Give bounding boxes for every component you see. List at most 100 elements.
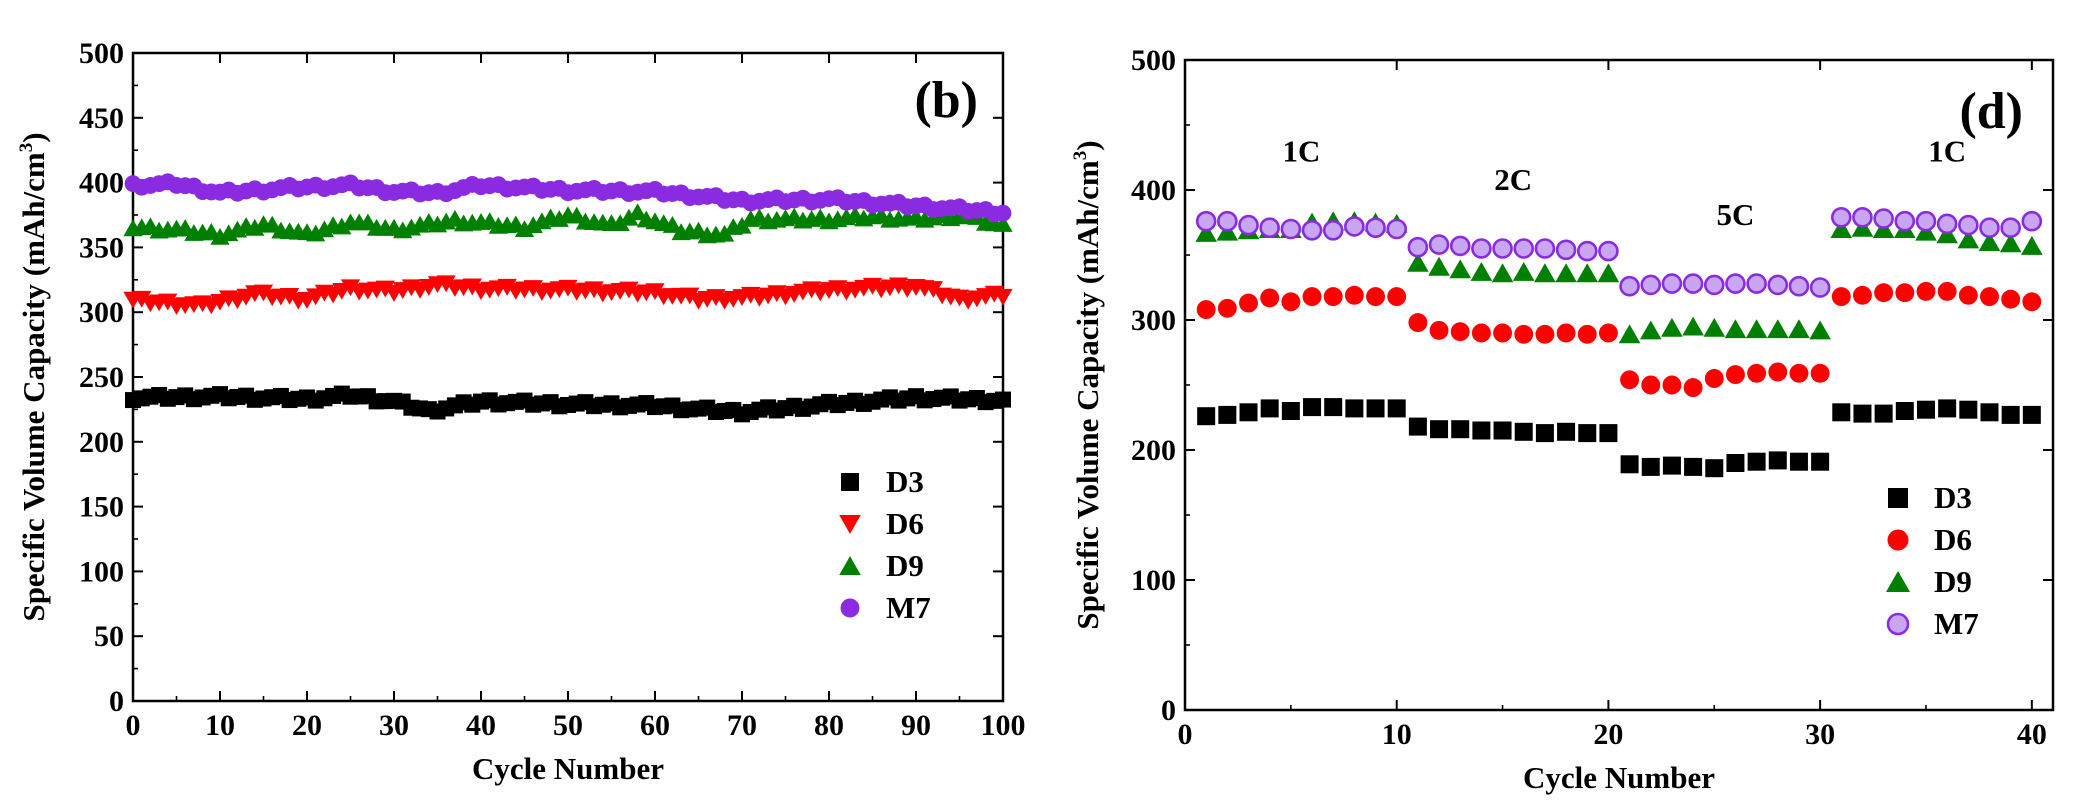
- data-point-d9: [1618, 324, 1641, 344]
- data-point-d6: [1937, 281, 1957, 301]
- data-point-d6: [1980, 287, 1999, 307]
- data-point-d3: [1430, 420, 1449, 439]
- data-point-d6: [1493, 323, 1513, 343]
- data-point-d3: [1366, 399, 1385, 418]
- x-tick-label: 20: [1593, 718, 1623, 751]
- x-tick-label: 10: [205, 709, 235, 742]
- data-point-d9: [1491, 263, 1514, 283]
- y-axis-title: Specific Volume Capacity (mAh/cm3): [16, 132, 51, 621]
- data-point-d6: [993, 288, 1013, 306]
- legend-label-d6: D6: [886, 506, 924, 541]
- series-m7: [1195, 207, 2043, 298]
- y-axis-title-end: ): [1070, 140, 1105, 150]
- data-point-d9: [1661, 317, 1683, 337]
- data-point-d9: [732, 216, 752, 234]
- data-point-d6: [1958, 285, 1978, 305]
- x-tick-label: 60: [640, 709, 670, 742]
- data-point-d3: [1768, 451, 1787, 470]
- data-point-d6: [1874, 283, 1894, 303]
- data-point-d6: [132, 290, 152, 308]
- y-tick-label: 100: [79, 555, 124, 588]
- data-point-d6: [1260, 288, 1280, 308]
- data-point-d9: [1576, 263, 1599, 283]
- data-point-d6: [1323, 287, 1343, 307]
- data-point-m7: [1958, 214, 1979, 236]
- y-tick-label: 150: [79, 491, 124, 524]
- data-point-d9: [2021, 236, 2043, 255]
- data-point-d6: [1196, 300, 1216, 320]
- data-point-d6: [436, 275, 456, 293]
- series-d3: [1197, 398, 2041, 478]
- x-tick-label: 0: [126, 709, 141, 742]
- data-point-m7: [1217, 210, 1238, 232]
- x-tick-label: 40: [2017, 718, 2047, 751]
- data-point-d6: [280, 287, 300, 305]
- data-point-d3: [1620, 455, 1639, 474]
- data-point-d3: [1472, 421, 1491, 440]
- data-point-m7: [1471, 238, 1492, 259]
- data-point-d3: [1641, 457, 1660, 476]
- data-point-d6: [645, 283, 665, 301]
- data-point-d6: [462, 278, 482, 296]
- y-tick-label: 450: [79, 102, 124, 135]
- data-point-d9: [1703, 317, 1726, 337]
- data-point-d9: [1809, 320, 1831, 340]
- data-point-d3: [1811, 452, 1830, 471]
- data-point-m7: [1894, 210, 1916, 232]
- data-point-d9: [1512, 262, 1535, 281]
- y-tick-label: 500: [1131, 44, 1176, 77]
- legend-label-d6: D6: [1934, 522, 1972, 557]
- data-point-d9: [1639, 320, 1662, 340]
- data-point-d9: [1449, 259, 1472, 279]
- data-point-d3: [1980, 403, 1999, 422]
- y-axis-title-main: Specific Volume Capacity (mAh/cm: [1070, 160, 1105, 629]
- data-point-m7: [1555, 239, 1577, 261]
- series-d3: [125, 385, 1011, 423]
- y-tick-label: 200: [1131, 434, 1176, 467]
- data-point-d9: [1978, 232, 2001, 251]
- data-point-d6: [1471, 323, 1491, 343]
- data-point-d6: [1768, 362, 1788, 382]
- y-tick-label: 50: [94, 620, 124, 653]
- legend-marker-d6: [839, 515, 861, 534]
- legend-label-d9: D9: [1934, 564, 1972, 599]
- data-point-m7: [1746, 273, 1767, 294]
- data-point-d6: [1662, 375, 1682, 395]
- data-point-m7: [1915, 210, 1937, 232]
- legend-marker-m7: [840, 598, 860, 618]
- data-point-d3: [2022, 405, 2041, 424]
- legend-marker-d9: [1886, 571, 1910, 592]
- data-point-m7: [1195, 210, 1217, 232]
- data-point-d9: [1534, 263, 1556, 283]
- data-point-m7: [1598, 240, 1619, 262]
- y-axis-title-superscript: 3: [1070, 151, 1091, 161]
- data-point-d9: [1555, 263, 1577, 283]
- data-point-d6: [1831, 287, 1851, 307]
- legend: D3 D6 D9 M7: [1886, 480, 1979, 641]
- rate-label: 2C: [1494, 162, 1532, 197]
- data-point-d3: [1408, 417, 1427, 436]
- data-point-d3: [1599, 424, 1618, 443]
- data-point-d3: [1387, 399, 1406, 418]
- legend-label-m7: M7: [886, 590, 931, 625]
- data-point-d9: [1957, 229, 1980, 249]
- data-point-d3: [1281, 402, 1300, 420]
- y-axis-title-superscript: 3: [16, 143, 37, 153]
- data-point-m7: [1852, 207, 1873, 228]
- data-point-m7: [2000, 217, 2021, 238]
- data-point-d6: [1853, 285, 1872, 305]
- data-point-d9: [1830, 219, 1853, 238]
- data-point-d3: [1557, 422, 1576, 441]
- data-point-d6: [1302, 287, 1322, 307]
- data-point-d6: [1366, 287, 1385, 307]
- data-point-m7: [1407, 236, 1429, 258]
- y-tick-label: 0: [109, 685, 124, 718]
- data-point-d3: [1197, 407, 1216, 426]
- data-point-d9: [1682, 316, 1704, 336]
- data-point-d3: [1535, 424, 1554, 443]
- data-point-d6: [1535, 324, 1555, 344]
- y-tick-label: 300: [1131, 304, 1176, 337]
- data-point-d3: [1303, 398, 1322, 417]
- y-tick-label: 250: [79, 361, 124, 394]
